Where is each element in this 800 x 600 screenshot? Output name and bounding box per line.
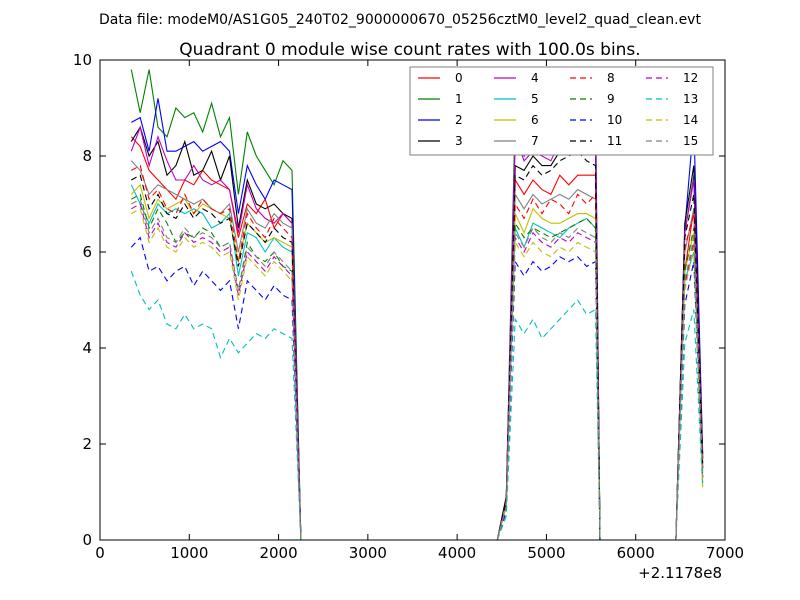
series-7-line [496,188,606,540]
series-13-line [496,299,606,540]
legend-label: 5 [531,92,539,106]
series-6-line [496,207,606,540]
y-tick-label: 2 [82,435,92,453]
legend-label: 12 [683,71,698,85]
x-tick-label: 3000 [349,544,387,562]
series-13-line [130,271,310,540]
series-10-line [496,256,606,540]
series-13-line [675,309,704,540]
plot-frame [99,59,726,541]
series-12-line [131,203,310,540]
chart-suptitle: Data file: modeM0/AS1G05_240T02_90000006… [99,12,701,28]
x-axis: 0 1000 2000 3000 4000 5000 6000 7000 [95,60,744,562]
legend-label: 8 [607,71,615,85]
legend-label: 6 [531,113,539,127]
x-tick-label: 1000 [170,544,208,562]
series-15-line [675,237,704,540]
series-10-line [130,236,310,540]
series-11-line [131,174,310,540]
series-12-line [496,231,606,540]
legend-label: 2 [455,113,463,127]
series-2-line [131,98,310,540]
chart-title: Quadrant 0 module wise count rates with … [179,40,640,60]
x-tick-label: 7000 [706,544,744,562]
legend-label: 13 [683,92,698,106]
legend-label: 9 [607,92,615,106]
series-11-line [496,150,606,540]
y-tick-label: 0 [82,531,92,549]
legend-label: 3 [455,134,463,148]
x-offset-label: +2.1178e8 [638,564,722,582]
legend-label: 15 [683,134,698,148]
series-9-line [496,217,606,540]
y-tick-label: 4 [82,339,92,357]
series-4-line [130,125,310,540]
legend-label: 11 [607,134,622,148]
x-tick-label: 2000 [259,544,297,562]
series-0-line [496,174,606,540]
y-tick-label: 6 [82,243,92,261]
legend-label: 4 [531,71,539,85]
series-8-line [496,193,606,540]
x-tick-label: 5000 [527,544,565,562]
series-1-line [130,69,310,540]
series-8-line [131,164,310,540]
legend-label: 0 [455,71,463,85]
series-14-line [496,240,606,540]
series-11-line [675,194,704,540]
legend-label: 14 [683,113,698,127]
x-tick-label: 6000 [617,544,655,562]
x-tick-label: 0 [95,544,105,562]
series-14-line [131,207,310,540]
y-tick-label: 10 [73,51,92,69]
series-15-line [496,227,606,540]
series-0-line [130,136,310,540]
legend-label: 7 [531,134,539,148]
legend-label: 10 [607,113,622,127]
series-4-line [496,126,606,540]
legend-frame [409,66,714,156]
legend-label: 1 [455,92,463,106]
series-9-line [131,193,310,540]
y-tick-label: 8 [82,147,92,165]
x-tick-label: 4000 [438,544,476,562]
series-15-line [131,198,310,540]
